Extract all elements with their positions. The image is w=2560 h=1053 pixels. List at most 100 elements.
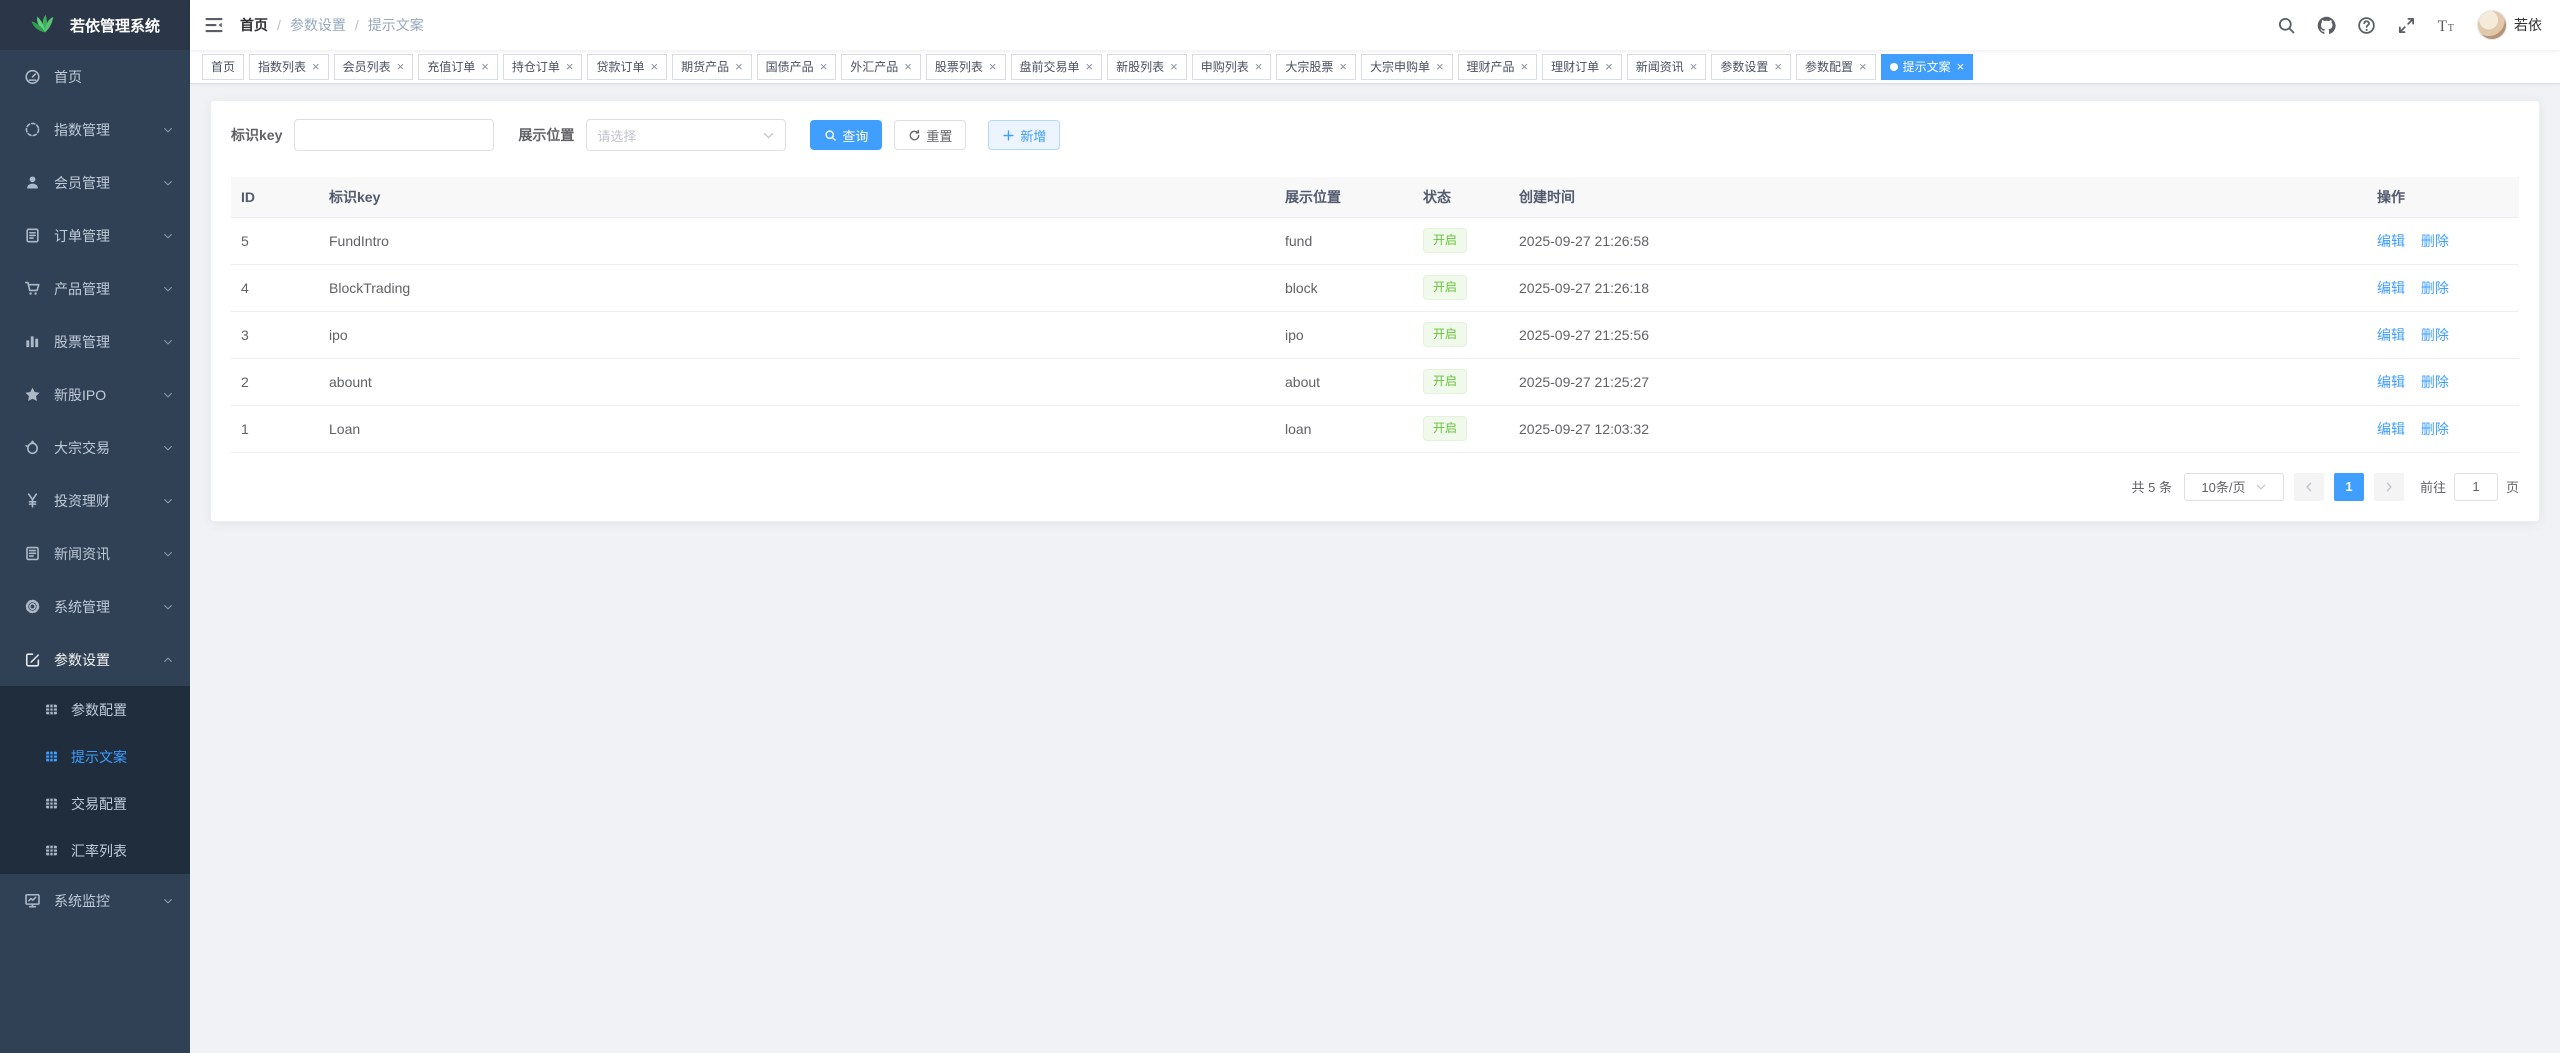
tab-close-icon[interactable]: ×	[735, 59, 743, 74]
sidebar-item[interactable]: 投资理财	[0, 474, 190, 527]
edit-link[interactable]: 编辑	[2377, 326, 2405, 343]
page-size-select[interactable]: 10条/页	[2183, 472, 2284, 501]
tab-新股列表[interactable]: 新股列表 ×	[1107, 53, 1187, 80]
reset-button-label: 重置	[926, 128, 953, 144]
tab-label: 提示文案	[1902, 60, 1951, 74]
key-input[interactable]	[294, 119, 495, 151]
tab-指数列表[interactable]: 指数列表 ×	[249, 53, 329, 80]
tab-close-icon[interactable]: ×	[1339, 59, 1347, 74]
tab-close-icon[interactable]: ×	[1605, 59, 1613, 74]
prev-page-button[interactable]	[2293, 472, 2324, 501]
add-button[interactable]: 新增	[988, 120, 1061, 150]
delete-link[interactable]: 删除	[2420, 232, 2449, 249]
sidebar-item[interactable]: 首页	[0, 50, 190, 103]
page-number-button[interactable]: 1	[2333, 472, 2364, 501]
tab-新闻资讯[interactable]: 新闻资讯 ×	[1626, 53, 1707, 80]
col-position: 展示位置	[1275, 177, 1413, 218]
sidebar-subitem-label: 汇率列表	[71, 842, 127, 859]
tab-close-icon[interactable]: ×	[988, 59, 997, 74]
tab-close-icon[interactable]: ×	[1520, 59, 1529, 74]
sidebar-item[interactable]: 股票管理	[0, 315, 190, 368]
help-icon[interactable]	[2357, 16, 2376, 35]
tab-国债产品[interactable]: 国债产品 ×	[756, 53, 837, 80]
tab-close-icon[interactable]: ×	[1085, 59, 1094, 74]
tab-充值订单[interactable]: 充值订单 ×	[418, 53, 498, 80]
tab-close-icon[interactable]: ×	[650, 59, 659, 74]
delete-link[interactable]: 删除	[2420, 420, 2449, 437]
sidebar-item[interactable]: 新闻资讯	[0, 527, 190, 580]
chevron-down-icon	[162, 495, 174, 507]
tab-会员列表[interactable]: 会员列表 ×	[333, 53, 414, 80]
tab-close-icon[interactable]: ×	[1859, 59, 1867, 74]
tab-申购列表[interactable]: 申购列表 ×	[1191, 53, 1272, 80]
sidebar-item[interactable]: 产品管理	[0, 262, 190, 315]
breadcrumb-item[interactable]: 首页	[240, 17, 268, 33]
delete-link[interactable]: 删除	[2420, 279, 2449, 296]
tab-close-icon[interactable]: ×	[1774, 59, 1782, 74]
tab-大宗申购单[interactable]: 大宗申购单 ×	[1360, 53, 1453, 80]
tab-参数配置[interactable]: 参数配置 ×	[1795, 53, 1876, 80]
app-logo[interactable]: 若依管理系统	[0, 0, 190, 50]
sidebar-item[interactable]: 大宗交易	[0, 421, 190, 474]
tab-close-icon[interactable]: ×	[312, 59, 320, 74]
tab-外汇产品[interactable]: 外汇产品 ×	[841, 53, 921, 80]
edit-link[interactable]: 编辑	[2377, 420, 2405, 437]
tab-提示文案[interactable]: 提示文案 ×	[1880, 53, 1974, 80]
sidebar-item[interactable]: 系统监控	[0, 874, 190, 927]
edit-link[interactable]: 编辑	[2377, 373, 2405, 390]
tab-close-icon[interactable]: ×	[1254, 59, 1263, 74]
tab-close-icon[interactable]: ×	[565, 59, 574, 74]
tab-理财订单[interactable]: 理财订单 ×	[1542, 53, 1622, 80]
tab-close-icon[interactable]: ×	[1435, 59, 1444, 74]
hamburger-icon[interactable]	[204, 15, 224, 35]
chevron-down-icon	[162, 442, 174, 454]
tab-期货产品[interactable]: 期货产品 ×	[672, 53, 752, 80]
github-icon[interactable]	[2317, 16, 2336, 35]
tab-close-icon[interactable]: ×	[481, 59, 489, 74]
tab-close-icon[interactable]: ×	[1956, 59, 1965, 74]
tab-close-icon[interactable]: ×	[904, 59, 912, 74]
tab-参数设置[interactable]: 参数设置 ×	[1711, 53, 1791, 80]
tab-持仓订单[interactable]: 持仓订单 ×	[502, 53, 583, 80]
delete-link[interactable]: 删除	[2420, 326, 2449, 343]
filter-form: 标识key 展示位置 请选择 查询	[231, 119, 2519, 151]
sidebar-item[interactable]: 系统管理	[0, 580, 190, 633]
tab-首页[interactable]: 首页	[202, 53, 245, 80]
goto-page-input[interactable]	[2453, 472, 2498, 501]
tab-close-icon[interactable]: ×	[1170, 59, 1178, 74]
goto-suffix: 页	[2505, 480, 2519, 495]
sidebar-item[interactable]: 参数设置	[0, 633, 190, 686]
tab-大宗股票[interactable]: 大宗股票 ×	[1276, 53, 1356, 80]
sidebar-subitem[interactable]: 提示文案	[0, 733, 190, 780]
position-select[interactable]: 请选择	[586, 119, 787, 151]
tab-理财产品[interactable]: 理财产品 ×	[1457, 53, 1538, 80]
tab-贷款订单[interactable]: 贷款订单 ×	[587, 53, 668, 80]
edit-link[interactable]: 编辑	[2377, 232, 2405, 249]
tab-close-icon[interactable]: ×	[1689, 59, 1698, 74]
reset-button[interactable]: 重置	[894, 120, 967, 150]
grid-icon	[44, 843, 59, 858]
tab-close-icon[interactable]: ×	[819, 59, 828, 74]
search-button[interactable]: 查询	[810, 120, 883, 150]
edit-link[interactable]: 编辑	[2377, 279, 2405, 296]
sidebar-item[interactable]: 新股IPO	[0, 368, 190, 421]
tab-盘前交易单[interactable]: 盘前交易单 ×	[1010, 53, 1103, 80]
tab-close-icon[interactable]: ×	[396, 59, 405, 74]
delete-link[interactable]: 删除	[2420, 373, 2449, 390]
user-menu[interactable]: 若依	[2477, 10, 2542, 40]
sidebar-item[interactable]: 订单管理	[0, 209, 190, 262]
search-icon[interactable]	[2277, 16, 2296, 35]
sidebar-item[interactable]: 会员管理	[0, 156, 190, 209]
sidebar-subitem[interactable]: 参数配置	[0, 686, 190, 733]
fullscreen-icon[interactable]	[2397, 16, 2416, 35]
breadcrumb-separator: /	[354, 17, 359, 33]
tab-股票列表[interactable]: 股票列表 ×	[925, 53, 1006, 80]
grid-icon	[44, 702, 59, 717]
sidebar-subitem[interactable]: 汇率列表	[0, 827, 190, 874]
sidebar-item[interactable]: 指数管理	[0, 103, 190, 156]
next-page-button[interactable]	[2373, 472, 2404, 501]
sidebar-subitem[interactable]: 交易配置	[0, 780, 190, 827]
